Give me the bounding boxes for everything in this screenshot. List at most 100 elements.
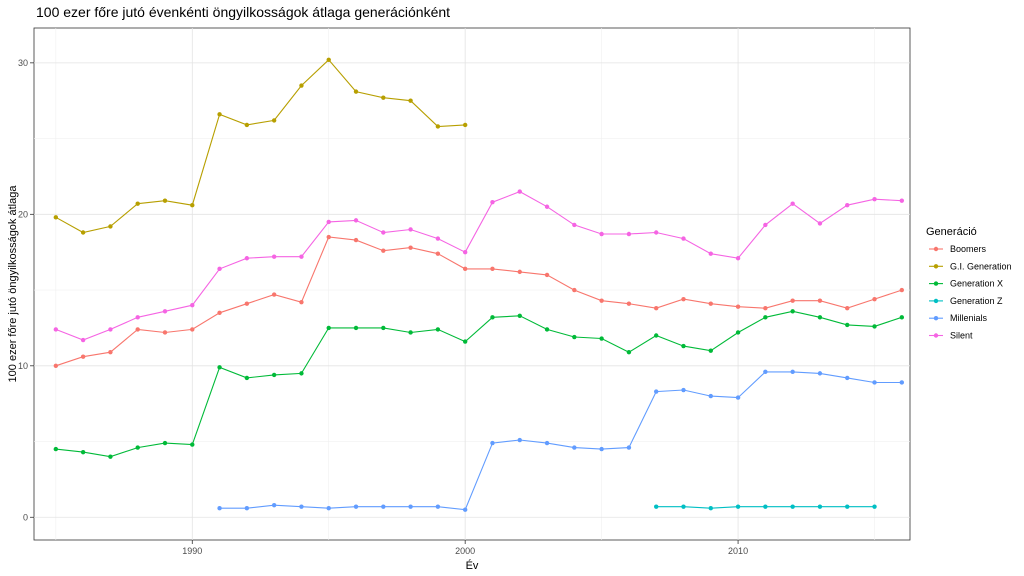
point-boomers xyxy=(845,306,850,311)
point-boomers xyxy=(735,304,741,309)
point-generation-x xyxy=(626,349,632,355)
point-generation-z xyxy=(681,504,686,509)
point-generation-x xyxy=(735,330,741,335)
point-generation-z xyxy=(654,504,659,509)
point-generation-x xyxy=(381,325,386,331)
legend-items: Boomers G.I. Generation Generation X Genera… xyxy=(929,244,1012,341)
point-millenials xyxy=(490,440,495,446)
x-tick-label: 2000 xyxy=(455,546,475,556)
point-generation-x xyxy=(244,375,250,381)
point-boomers xyxy=(381,248,386,253)
point-generation-z xyxy=(735,504,741,509)
point-silent xyxy=(872,196,877,202)
legend-label: Boomers xyxy=(950,244,987,254)
point-silent xyxy=(381,230,386,235)
legend-key-point xyxy=(933,281,939,286)
point-boomers xyxy=(353,237,359,243)
x-tick-label: 1990 xyxy=(182,546,202,556)
x-tick-label: 2010 xyxy=(728,546,748,556)
point-generation-x xyxy=(353,325,359,331)
point-boomers xyxy=(190,327,195,332)
point-boomers xyxy=(326,234,331,240)
y-tick-label: 20 xyxy=(18,209,28,219)
point-silent xyxy=(845,203,850,208)
grid-minor xyxy=(34,28,910,540)
legend-item-boomers: Boomers xyxy=(929,244,987,254)
point-silent xyxy=(899,198,905,203)
point-millenials xyxy=(899,380,905,385)
point-millenials xyxy=(654,389,659,394)
point-generation-x xyxy=(435,327,441,332)
point-generation-x xyxy=(763,315,768,320)
point-millenials xyxy=(817,371,823,376)
legend-key-point xyxy=(933,316,939,321)
point-boomers xyxy=(517,269,522,275)
point-g-i-generation xyxy=(326,57,331,63)
point-silent xyxy=(190,303,195,308)
point-g-i-generation xyxy=(299,83,304,88)
point-generation-x xyxy=(271,372,277,378)
point-millenials xyxy=(790,369,795,375)
point-g-i-generation xyxy=(244,122,250,128)
y-axis: 0 10 20 30 xyxy=(18,58,34,522)
legend-key-point xyxy=(933,246,939,252)
point-boomers xyxy=(708,301,713,306)
point-boomers xyxy=(763,306,768,311)
point-boomers xyxy=(817,298,823,303)
point-silent xyxy=(517,189,522,194)
point-boomers xyxy=(899,287,905,293)
point-silent xyxy=(408,227,413,232)
y-tick-label: 30 xyxy=(18,58,28,68)
point-g-i-generation xyxy=(135,201,140,206)
point-boomers xyxy=(217,310,222,315)
point-generation-z xyxy=(763,504,768,509)
point-millenials xyxy=(517,437,522,443)
point-millenials xyxy=(735,395,741,400)
point-millenials xyxy=(845,375,850,381)
series-line-generation-x xyxy=(55,310,902,458)
point-silent xyxy=(654,230,659,235)
point-generation-x xyxy=(790,309,795,314)
point-generation-x xyxy=(190,442,195,447)
point-silent xyxy=(681,236,686,241)
point-millenials xyxy=(681,387,686,393)
y-tick-label: 0 xyxy=(23,512,28,522)
point-generation-x xyxy=(599,336,604,341)
series-g-i-generation xyxy=(53,57,468,235)
point-generation-x xyxy=(654,333,659,338)
legend-key-point xyxy=(933,298,939,304)
point-g-i-generation xyxy=(190,203,195,208)
point-silent xyxy=(626,231,632,237)
point-generation-x xyxy=(108,454,113,459)
point-boomers xyxy=(244,301,250,306)
point-generation-x xyxy=(544,327,550,332)
point-g-i-generation xyxy=(271,118,277,123)
point-millenials xyxy=(435,504,441,509)
series-line-silent xyxy=(55,190,902,341)
point-millenials xyxy=(708,393,713,399)
point-generation-x xyxy=(708,348,713,353)
point-silent xyxy=(53,327,59,332)
point-g-i-generation xyxy=(217,112,222,117)
point-generation-x xyxy=(135,445,140,450)
point-silent xyxy=(326,219,331,225)
point-millenials xyxy=(244,505,250,511)
point-silent xyxy=(817,221,823,226)
point-silent xyxy=(763,222,768,228)
legend-title: Generáció xyxy=(926,226,977,238)
point-generation-x xyxy=(299,371,304,376)
point-generation-x xyxy=(326,325,331,331)
point-millenials xyxy=(381,504,386,509)
point-millenials xyxy=(599,446,604,452)
plot-panel xyxy=(33,27,911,541)
point-millenials xyxy=(408,504,413,509)
y-axis-title: 100 ezer főre jutó öngyilkosságok átlaga xyxy=(7,185,19,383)
point-boomers xyxy=(162,330,168,335)
point-silent xyxy=(135,315,140,320)
point-millenials xyxy=(462,507,468,512)
point-generation-x xyxy=(490,315,495,320)
legend-item-millenials: Millenials xyxy=(929,313,988,323)
point-millenials xyxy=(572,445,577,450)
point-silent xyxy=(244,256,250,261)
